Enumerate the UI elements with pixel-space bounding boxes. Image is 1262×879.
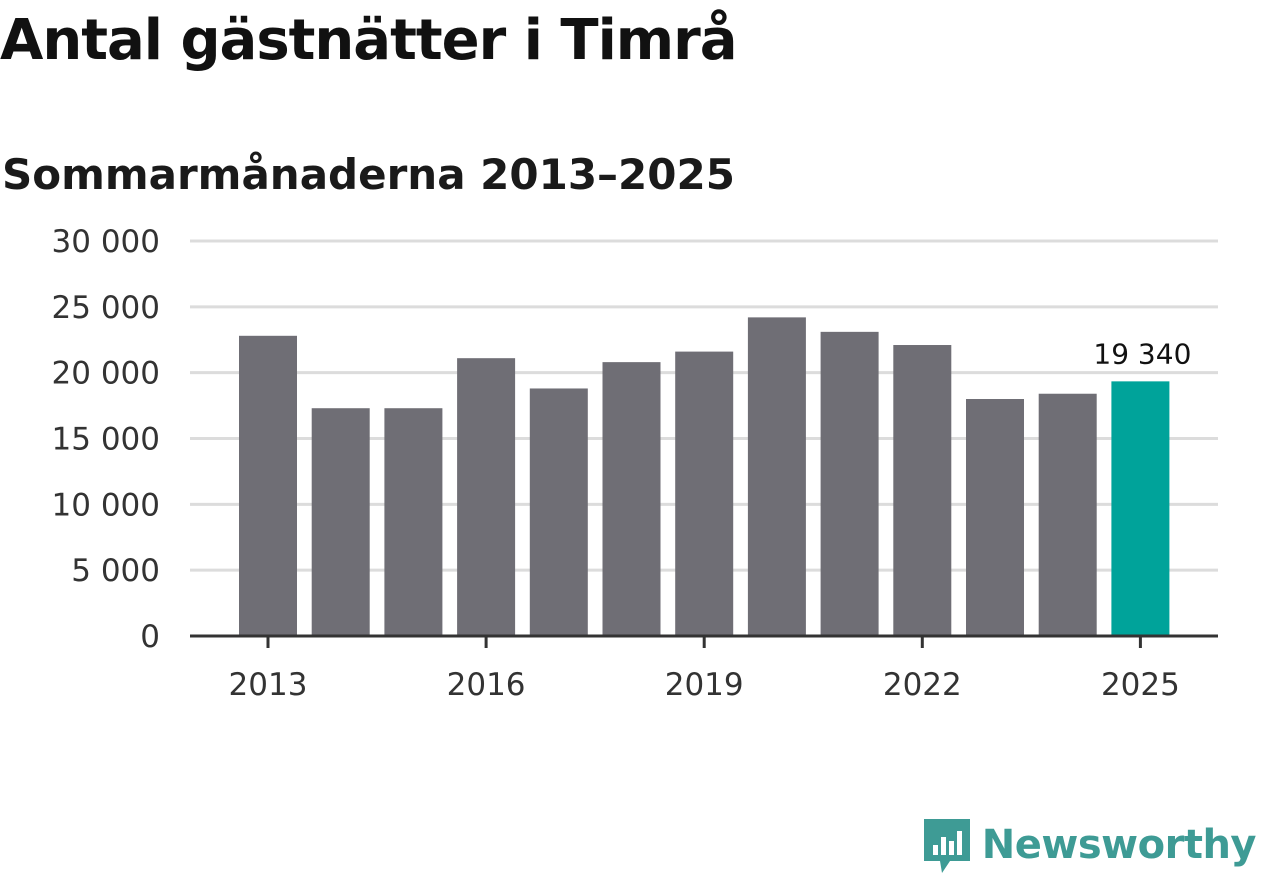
bar-2025 — [1111, 381, 1170, 636]
bar-2016 — [457, 358, 516, 636]
x-tick-label: 2025 — [1101, 667, 1180, 703]
bar-2024 — [1038, 393, 1097, 636]
x-axis-ticks: 2013 2016 2019 2022 2025 — [229, 636, 1180, 703]
bar-2013 — [239, 335, 297, 636]
bars — [239, 317, 1170, 636]
x-tick-label: 2022 — [883, 667, 962, 703]
y-tick-label: 0 — [140, 619, 160, 655]
bar-2019 — [675, 351, 734, 636]
x-tick-label: 2016 — [447, 667, 526, 703]
x-tick-label: 2013 — [229, 667, 308, 703]
y-tick-label: 15 000 — [52, 422, 160, 458]
chart-title: Antal gästnätter i Timrå — [0, 8, 738, 73]
chart-subtitle: Sommarmånaderna 2013–2025 — [2, 150, 735, 199]
newsworthy-logo-icon — [923, 819, 970, 873]
y-tick-label: 30 000 — [52, 224, 160, 260]
y-tick-label: 10 000 — [52, 487, 160, 523]
bar-2015 — [384, 408, 443, 636]
data-label: 19 340 — [1093, 337, 1191, 370]
y-tick-label: 5 000 — [71, 553, 160, 589]
newsworthy-logo: Newsworthy — [922, 815, 1257, 875]
bar-2023 — [966, 399, 1024, 636]
x-tick-label: 2019 — [665, 667, 744, 703]
bar-2018 — [602, 362, 661, 636]
y-axis-ticks: 0 5 000 10 000 15 000 20 000 25 000 30 000 — [52, 224, 160, 655]
bar-2021 — [820, 331, 879, 636]
data-labels: 19 340 — [1093, 337, 1191, 370]
bar-2022 — [893, 345, 952, 636]
y-tick-label: 25 000 — [52, 290, 160, 326]
bar-2020 — [747, 317, 806, 636]
y-tick-label: 20 000 — [52, 356, 160, 392]
bar-2017 — [529, 388, 588, 636]
newsworthy-logo-text: Newsworthy — [981, 822, 1257, 868]
bar-2014 — [311, 408, 370, 636]
